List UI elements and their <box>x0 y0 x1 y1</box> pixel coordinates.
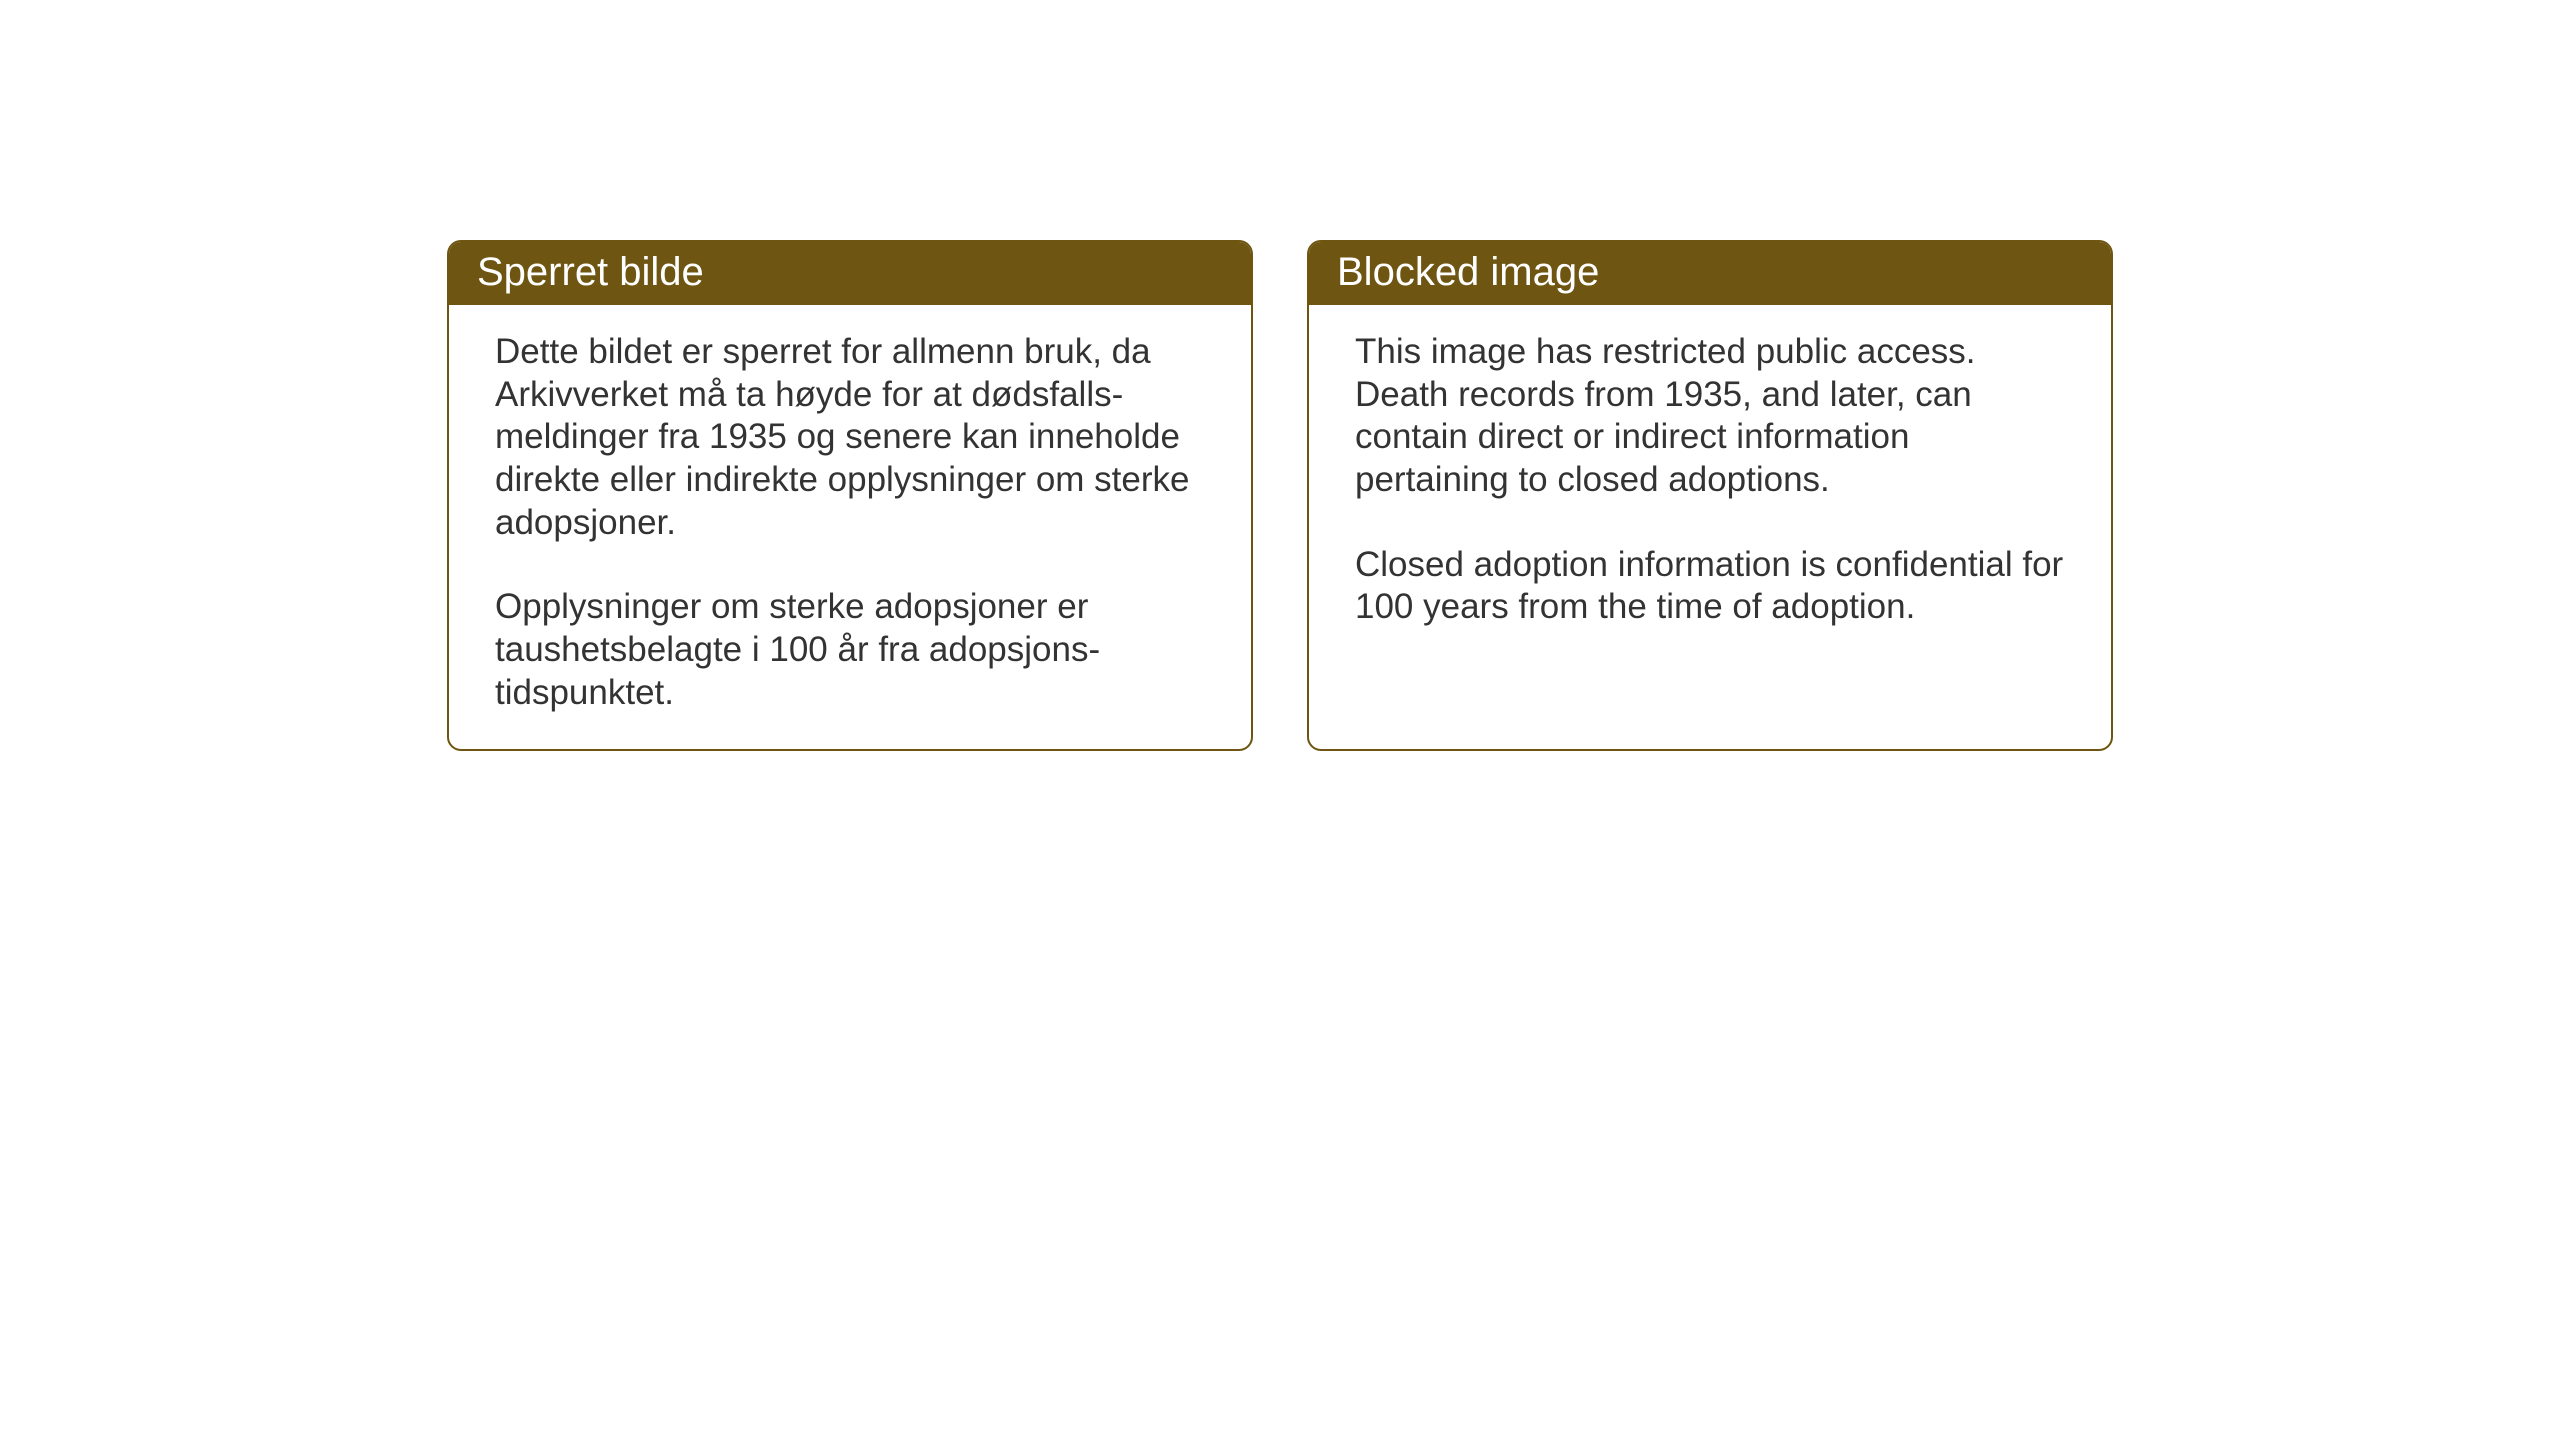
paragraph-english-1: This image has restricted public access.… <box>1355 331 2065 502</box>
card-body-norwegian: Dette bildet er sperret for allmenn bruk… <box>449 305 1251 749</box>
card-header-english: Blocked image <box>1309 242 2111 305</box>
cards-container: Sperret bilde Dette bildet er sperret fo… <box>447 240 2113 751</box>
card-body-english: This image has restricted public access.… <box>1309 305 2111 663</box>
paragraph-norwegian-1: Dette bildet er sperret for allmenn bruk… <box>495 331 1205 544</box>
paragraph-norwegian-2: Opplysninger om sterke adopsjoner er tau… <box>495 586 1205 714</box>
card-header-norwegian: Sperret bilde <box>449 242 1251 305</box>
card-english: Blocked image This image has restricted … <box>1307 240 2113 751</box>
paragraph-english-2: Closed adoption information is confident… <box>1355 544 2065 629</box>
card-norwegian: Sperret bilde Dette bildet er sperret fo… <box>447 240 1253 751</box>
